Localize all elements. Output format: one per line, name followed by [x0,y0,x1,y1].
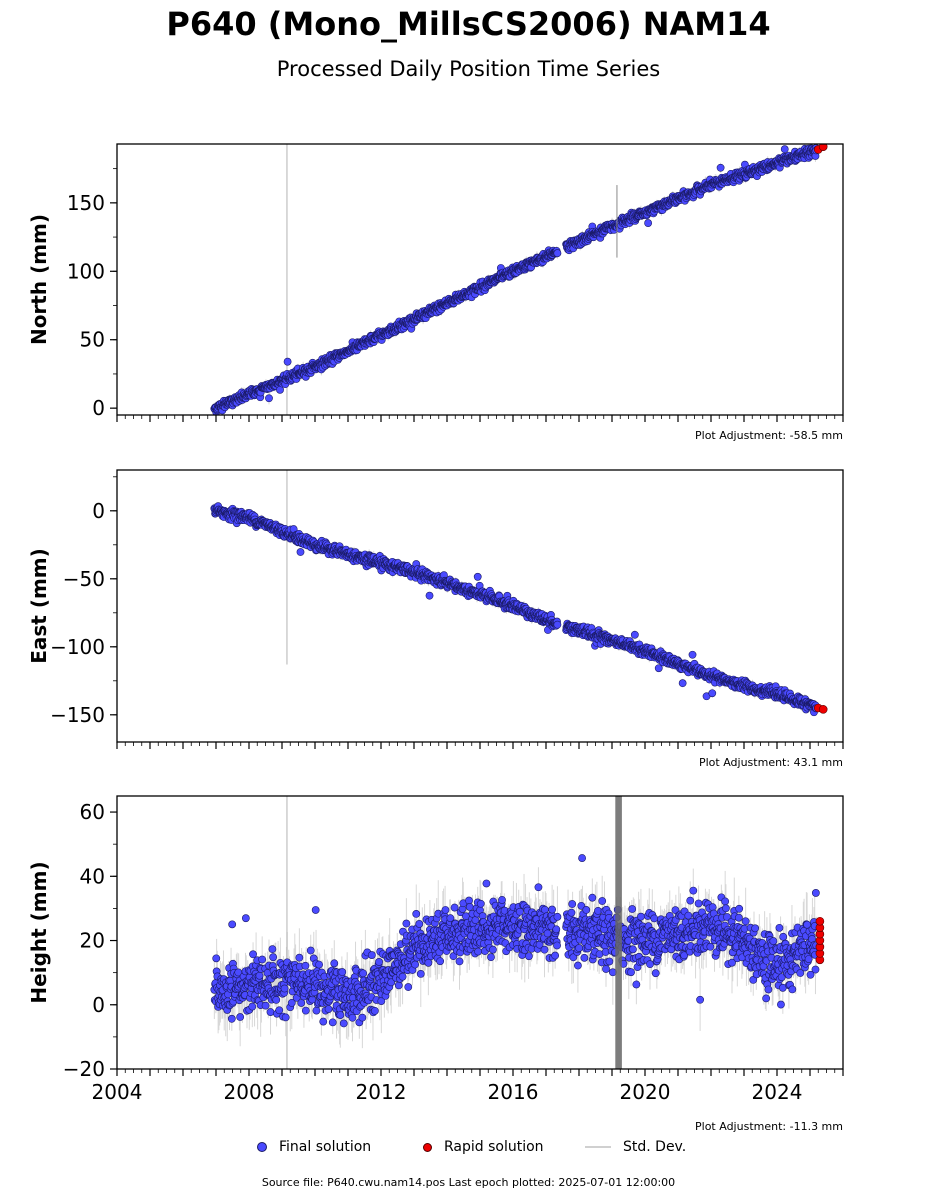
y-tick-label: −50 [63,567,105,591]
y-tick-label: −150 [50,703,105,727]
plot-adjustment-label: Plot Adjustment: -58.5 mm [695,429,843,442]
panel-3: 2004 2008 2012 2016 2020 2024−200204060Height… [27,795,844,1133]
panel-2: 0 −50 −100 −150 East (mm) Plot Adjustment: 43… [27,469,844,769]
final-points [210,144,821,415]
final-point [283,357,292,366]
final-point [678,679,687,688]
y-tick-label: 0 [92,499,105,523]
final-point [425,591,434,600]
x-ticks [116,742,844,749]
final-point [553,249,562,258]
final-point [644,219,653,227]
plot-area-2 [210,470,828,717]
stddev-bars [213,867,817,1049]
y-tick-label: −100 [50,635,105,659]
y-axis-label: East (mm) [27,548,51,664]
chart-title: P640 (Mono_MillsCS2006) NAM14 [166,5,771,43]
y-tick-label: 100 [67,259,105,283]
y-tick-label: 150 [67,191,105,215]
panel-1: 0 50 100 150 North (mm) Plot Adjustment: -58.… [27,143,844,442]
final-point [708,689,717,698]
plot-area-1 [210,144,828,415]
final-point [553,620,562,629]
x-ticks [116,415,844,422]
rapid-points [813,144,828,154]
final-point [688,650,697,659]
plot-area-3 [210,796,825,1069]
chart-subtitle: Processed Daily Position Time Series [276,57,661,81]
rapid-point [818,705,828,714]
final-point [265,394,273,403]
y-axis-label: North (mm) [27,214,51,345]
plot-adjustment-label: Plot Adjustment: 43.1 mm [699,756,843,769]
final-points [210,502,821,717]
final-point [473,572,482,581]
y-tick-label: 50 [80,328,105,352]
y-tick-label: 0 [92,396,105,420]
final-point [716,163,725,172]
y-ticks: 0 −50 −100 −150 [50,476,117,727]
final-point [296,548,305,556]
rapid-point [818,144,828,152]
final-point [630,630,639,639]
final-point [654,664,663,673]
y-ticks: 0 50 100 150 [67,168,117,420]
final-point [780,145,789,154]
